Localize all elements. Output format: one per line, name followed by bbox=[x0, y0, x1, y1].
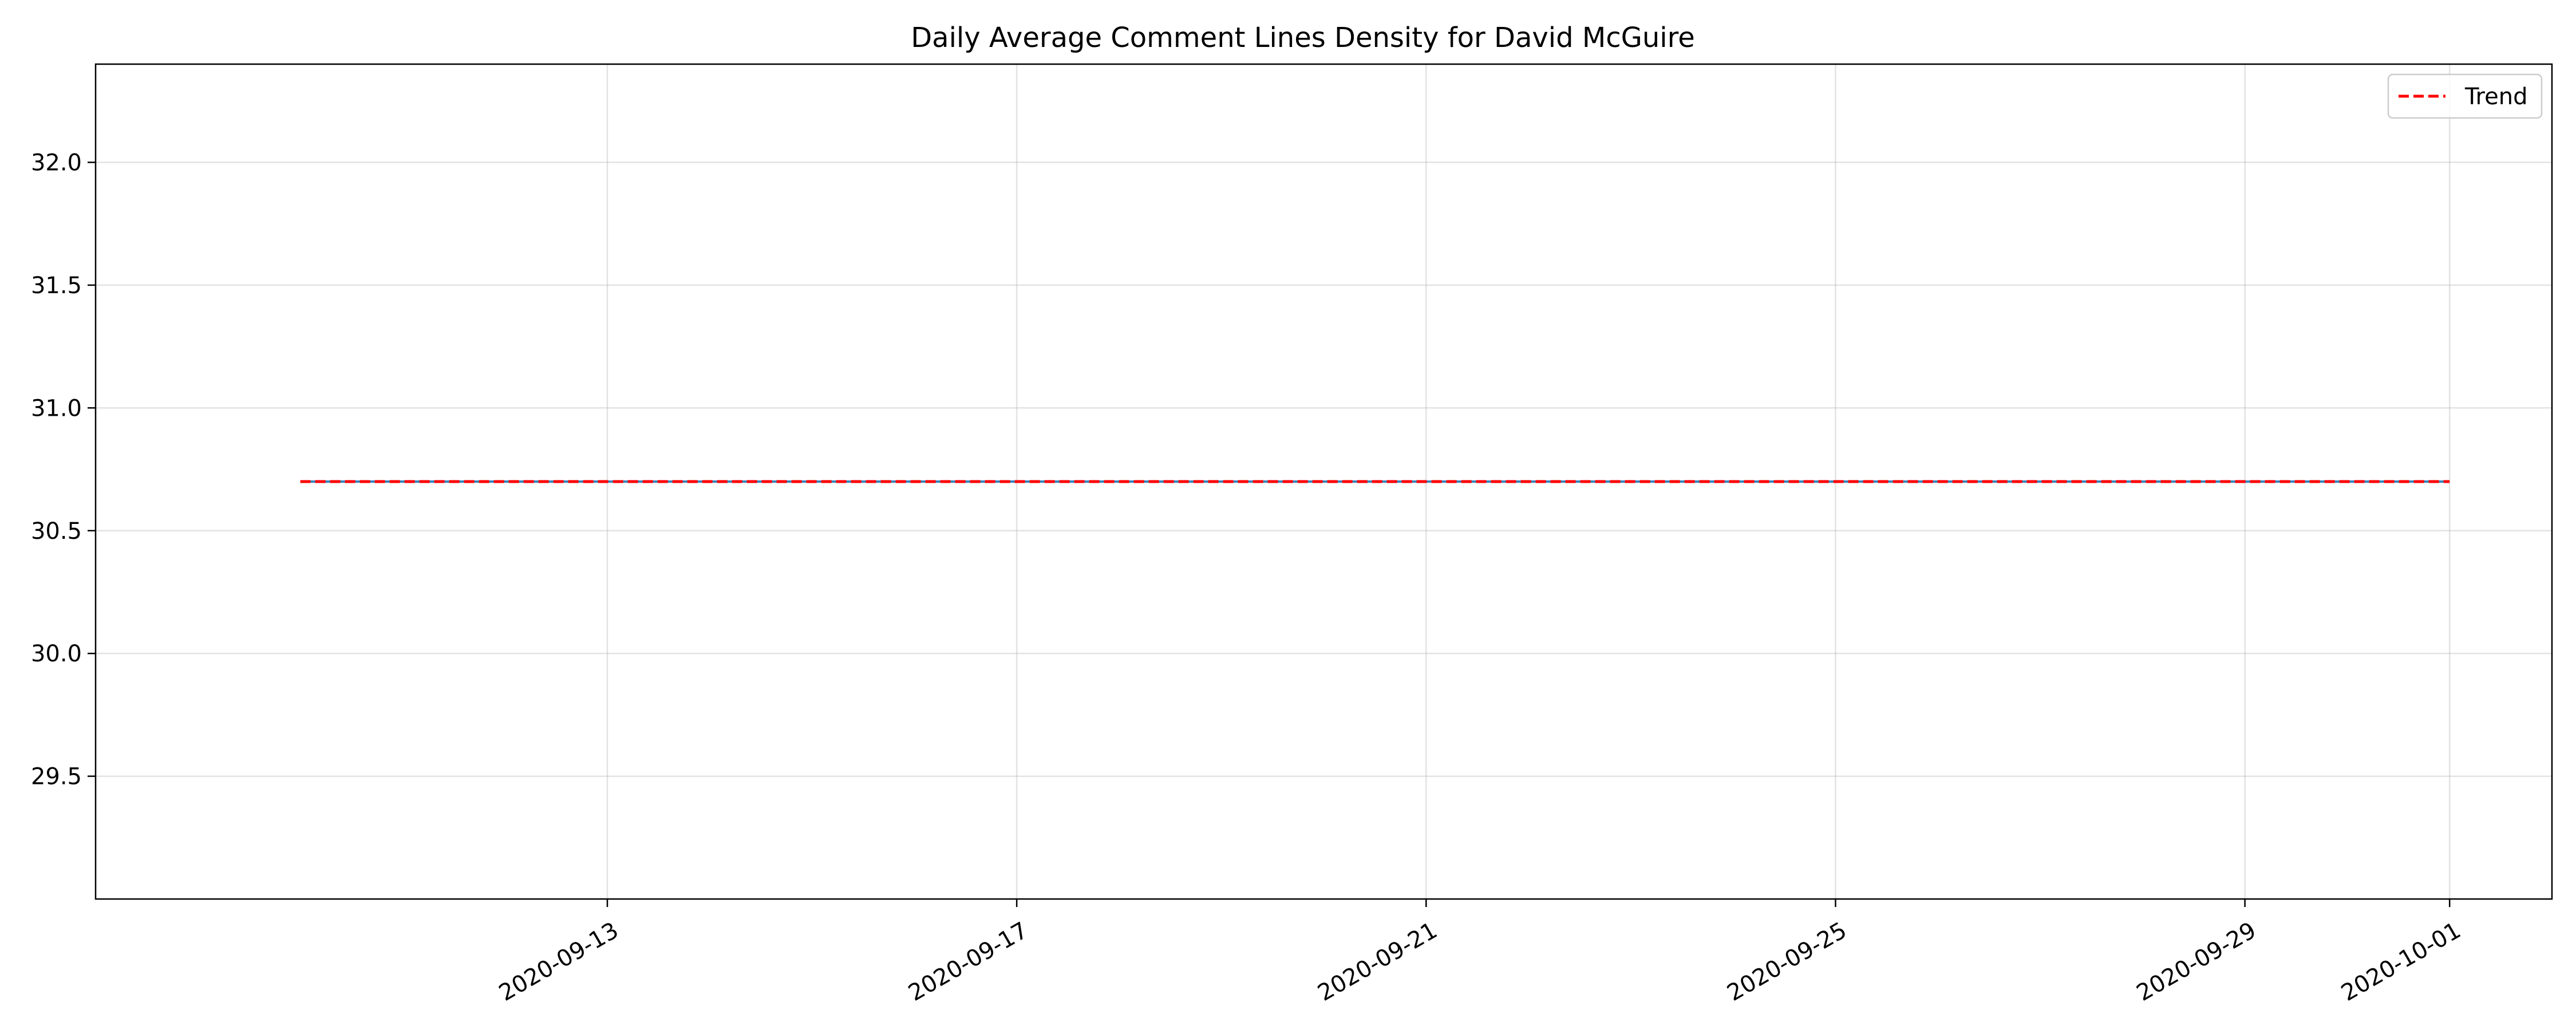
y-tick-label: 31.0 bbox=[31, 395, 82, 421]
y-tick-label: 29.5 bbox=[31, 764, 82, 790]
legend-label-trend: Trend bbox=[2464, 84, 2527, 110]
y-tick-label: 31.5 bbox=[31, 273, 82, 299]
legend-box bbox=[2387, 73, 2543, 119]
plot-frame bbox=[94, 63, 2553, 900]
chart-title: Daily Average Comment Lines Density for … bbox=[911, 22, 1695, 54]
legend: Trend bbox=[2387, 73, 2543, 119]
y-tick-label: 30.5 bbox=[31, 518, 82, 545]
y-tick-label: 30.0 bbox=[31, 641, 82, 667]
y-tick-label: 32.0 bbox=[31, 150, 82, 176]
